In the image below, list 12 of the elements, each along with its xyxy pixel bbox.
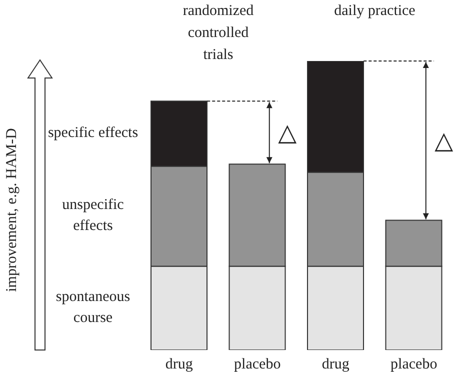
series-label: specific effects	[46, 124, 140, 144]
text: improvement, e.g. HAM-D	[3, 127, 21, 294]
x-tick-label: placebo	[390, 356, 438, 372]
series-label: spontaneous course	[54, 288, 132, 328]
series-label: unspecific effects	[61, 196, 125, 236]
x-tick-label: drug	[322, 356, 350, 372]
annotation: randomized controlled trials	[182, 2, 255, 65]
annotation: △	[434, 128, 454, 155]
text: daily practice	[333, 2, 416, 21]
x-tick-label: placebo	[234, 356, 281, 372]
x-tick-label: drug	[165, 356, 194, 372]
annotation: △	[278, 120, 298, 147]
